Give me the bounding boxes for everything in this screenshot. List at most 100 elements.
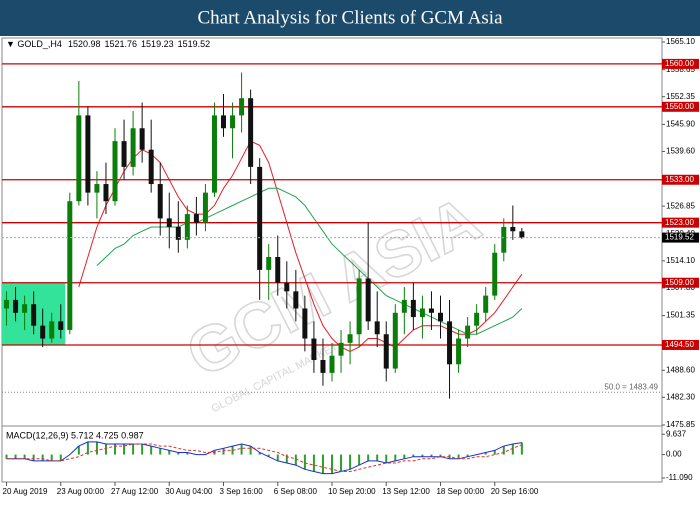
macd-bar [141,444,144,455]
level-tag [662,217,699,228]
candle-body [519,231,525,238]
candle-body [483,295,489,313]
info-low: 1519.23 [141,39,174,49]
candle-body [184,214,190,240]
candle-body [492,252,498,296]
macd-bar [168,450,171,455]
x-tick-label: 6 Sep 08:00 [274,487,318,496]
macd-bar [123,444,126,455]
macd-label: MACD(12,26,9) 5.712 4.725 0.987 [6,430,144,440]
macd-bar [484,452,487,455]
candle-body [392,312,398,369]
header-bar [0,0,700,36]
x-tick-label: 30 Aug 04:00 [165,487,213,496]
macd-bar [331,454,333,474]
candle-body [510,226,516,232]
y-tick-label: 1501.35 [666,311,695,320]
macd-bar [430,454,433,457]
macd-bar [349,454,352,470]
x-tick-label: 23 Aug 00:00 [57,487,105,496]
macd-bar [41,454,44,461]
level-label: 1509.00 [665,278,694,287]
y-tick-label: 1552.35 [666,92,695,101]
candle-body [4,299,10,309]
candle-body [320,359,326,373]
macd-bar [466,454,469,457]
level-tag [662,174,699,185]
macd-bar [457,454,460,459]
macd-bar [385,454,388,464]
macd-bar [511,444,514,455]
macd-bar [14,454,17,459]
macd-bar [376,454,379,461]
macd-bar [77,446,80,455]
macd-line [6,441,522,475]
macd-bar [114,444,117,455]
macd-bar [32,454,35,461]
macd-bar [340,454,343,472]
candle-body [365,278,371,322]
macd-bar [285,454,288,464]
macd-bar [132,444,135,455]
candle-body [211,115,217,193]
y-tick-label: 1565.10 [666,37,695,46]
candle-body [347,334,353,343]
macd-bar [502,446,505,455]
macd-bar [403,454,406,459]
level-label: 1533.00 [665,175,694,184]
candle-body [40,325,46,339]
candle-body [410,299,416,318]
candle-body [157,184,163,219]
candle-body [419,308,425,318]
candle-body [13,299,19,313]
candle-body [284,282,290,292]
info-high: 1521.76 [105,39,138,49]
level-tag [662,101,699,112]
macd-signal [6,443,523,472]
y-tick-label: 1482.30 [666,392,695,401]
candle-body [266,256,272,270]
candle-body [302,308,308,339]
last-price-label: 1519.52 [665,233,694,242]
info-close: 1519.52 [178,39,211,49]
macd-bar [394,454,397,461]
candle-body [230,115,236,129]
candle-body [239,98,245,116]
candle-body [257,166,263,270]
dropdown-icon: ▼ [6,39,17,49]
y-tick-label: 1475.85 [666,420,695,429]
macd-bar [439,454,442,457]
macd-bar [267,454,270,457]
macd-bar [23,454,26,459]
macd-bar [5,454,8,459]
candle-body [94,184,100,193]
candle-body [121,141,127,167]
macd-bar [249,446,252,455]
y-tick-label: 1526.85 [666,201,695,210]
candle-body [67,201,73,330]
x-tick-label: 10 Sep 20:00 [328,487,376,496]
candle-body [248,98,254,167]
y-tick-label: 1514.10 [666,256,695,265]
candle-body [85,115,91,193]
level-label: 1523.00 [665,218,694,227]
candle-body [501,226,507,253]
macd-bar [303,454,306,470]
last-price-tag [662,232,699,243]
candle-body [329,355,335,373]
candle-body [437,312,443,322]
level-label: 1550.00 [665,102,694,111]
macd-bar [231,446,234,455]
level-label: 1494.50 [665,340,694,349]
candle-body [374,321,380,335]
macd-bar [104,444,107,455]
candle-body [356,278,362,335]
candle-body [428,308,434,313]
candle-body [112,141,118,202]
macd-bar [520,442,523,455]
macd-bar [222,448,225,455]
y-tick-label: 1545.90 [666,120,695,129]
y-tick-label: 1539.60 [666,147,695,156]
